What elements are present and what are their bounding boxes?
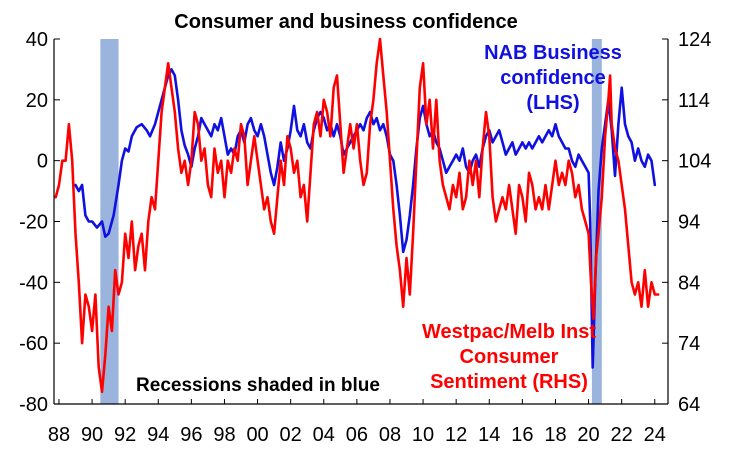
x-tick-label: 90 bbox=[81, 424, 103, 446]
chart-title: Consumer and business confidence bbox=[174, 11, 517, 33]
westpac-consumer-sentiment-line bbox=[54, 37, 660, 394]
x-tick-label: 04 bbox=[313, 424, 335, 446]
right-tick-label: 124 bbox=[678, 29, 711, 51]
left-tick-label: -60 bbox=[19, 333, 48, 355]
x-tick-label: 10 bbox=[412, 424, 434, 446]
right-tick-label: 104 bbox=[678, 151, 711, 173]
left-tick-label: -40 bbox=[19, 272, 48, 294]
left-tick-label: -20 bbox=[19, 212, 48, 234]
x-tick-label: 24 bbox=[644, 424, 666, 446]
left-tick-label: 40 bbox=[26, 29, 48, 51]
nab-series-label: NAB Business confidence (LHS) bbox=[484, 42, 622, 114]
x-tick-label: 20 bbox=[577, 424, 599, 446]
nab-business-confidence-line bbox=[74, 68, 657, 369]
x-tick-label: 12 bbox=[445, 424, 467, 446]
x-tick-label: 02 bbox=[280, 424, 302, 446]
recession-annotation: Recessions shaded in blue bbox=[136, 375, 380, 396]
x-tick-label: 18 bbox=[544, 424, 566, 446]
x-tick-label: 14 bbox=[478, 424, 500, 446]
x-tick-label: 96 bbox=[180, 424, 202, 446]
x-tick-label: 94 bbox=[147, 424, 169, 446]
tick-labels: 40 20 0 -20 -40 -60 -80 124 114 104 94 84 74 64 88 90 92… bbox=[19, 29, 711, 446]
right-tick-label: 84 bbox=[678, 272, 700, 294]
left-tick-label: 20 bbox=[26, 90, 48, 112]
nab-label-line-3: (LHS) bbox=[526, 92, 579, 114]
nab-label-line-2: confidence bbox=[500, 67, 606, 89]
x-tick-label: 98 bbox=[213, 424, 235, 446]
x-tick-label: 22 bbox=[611, 424, 633, 446]
westpac-label-line-3: Sentiment (RHS) bbox=[430, 371, 588, 393]
right-tick-label: 114 bbox=[678, 90, 710, 112]
right-tick-label: 64 bbox=[678, 394, 700, 416]
x-tick-label: 00 bbox=[246, 424, 268, 446]
right-tick-label: 94 bbox=[678, 212, 700, 234]
westpac-series-label: Westpac/Melb Inst Consumer Sentiment (RH… bbox=[422, 321, 596, 393]
westpac-label-line-2: Consumer bbox=[460, 346, 559, 368]
x-tick-label: 06 bbox=[346, 424, 368, 446]
series-lines bbox=[54, 37, 660, 394]
x-tick-label: 88 bbox=[48, 424, 70, 446]
x-tick-label: 08 bbox=[379, 424, 401, 446]
nab-label-line-1: NAB Business bbox=[484, 42, 622, 64]
left-tick-label: -80 bbox=[19, 394, 48, 416]
left-tick-label: 0 bbox=[37, 151, 48, 173]
westpac-label-line-1: Westpac/Melb Inst bbox=[422, 321, 596, 343]
x-tick-label: 16 bbox=[511, 424, 533, 446]
x-tick-label: 92 bbox=[114, 424, 136, 446]
right-tick-label: 74 bbox=[678, 333, 700, 355]
